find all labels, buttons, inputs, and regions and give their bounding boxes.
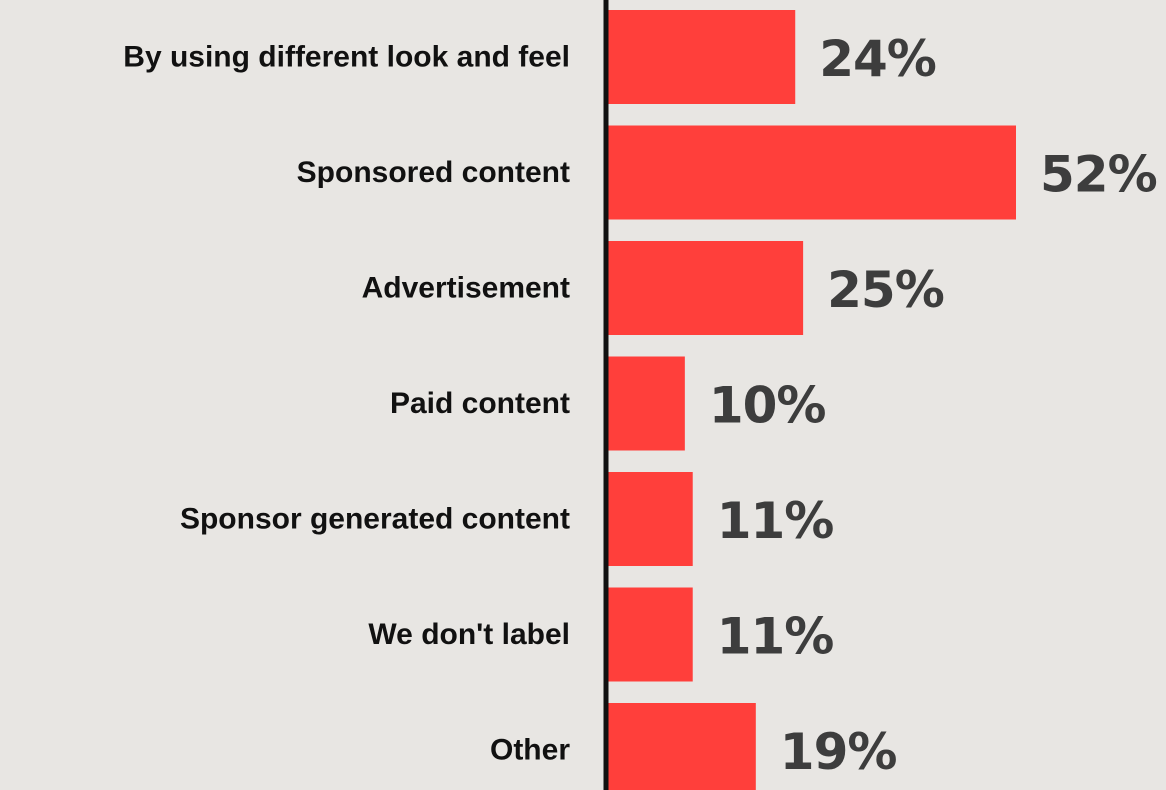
category-label: Sponsored content — [297, 156, 570, 189]
bar — [606, 356, 685, 451]
value-label: 52% — [1040, 146, 1157, 204]
bars-group — [606, 10, 1016, 790]
bar — [606, 703, 756, 790]
bar — [606, 241, 804, 335]
bar — [606, 587, 693, 682]
value-label: 11% — [717, 608, 834, 666]
bar — [606, 10, 796, 104]
value-label: 24% — [819, 30, 936, 88]
category-label: Sponsor generated content — [180, 503, 570, 536]
value-label: 19% — [780, 723, 897, 781]
category-label: Paid content — [390, 387, 570, 420]
bar — [606, 472, 693, 566]
category-label: We don't label — [368, 618, 570, 651]
value-label: 11% — [717, 492, 834, 550]
bar — [606, 125, 1016, 220]
value-labels-group: 24% 52% 25%10% 11% 11% 19% — [709, 30, 1158, 781]
category-label: By using different look and feel — [123, 41, 570, 74]
category-labels-group: By using different look and feel Sponsore… — [123, 41, 570, 767]
category-label: Advertisement — [362, 272, 570, 305]
value-label: 10% — [709, 377, 826, 435]
category-label: Other — [490, 734, 570, 767]
value-label: 25% — [827, 261, 944, 319]
